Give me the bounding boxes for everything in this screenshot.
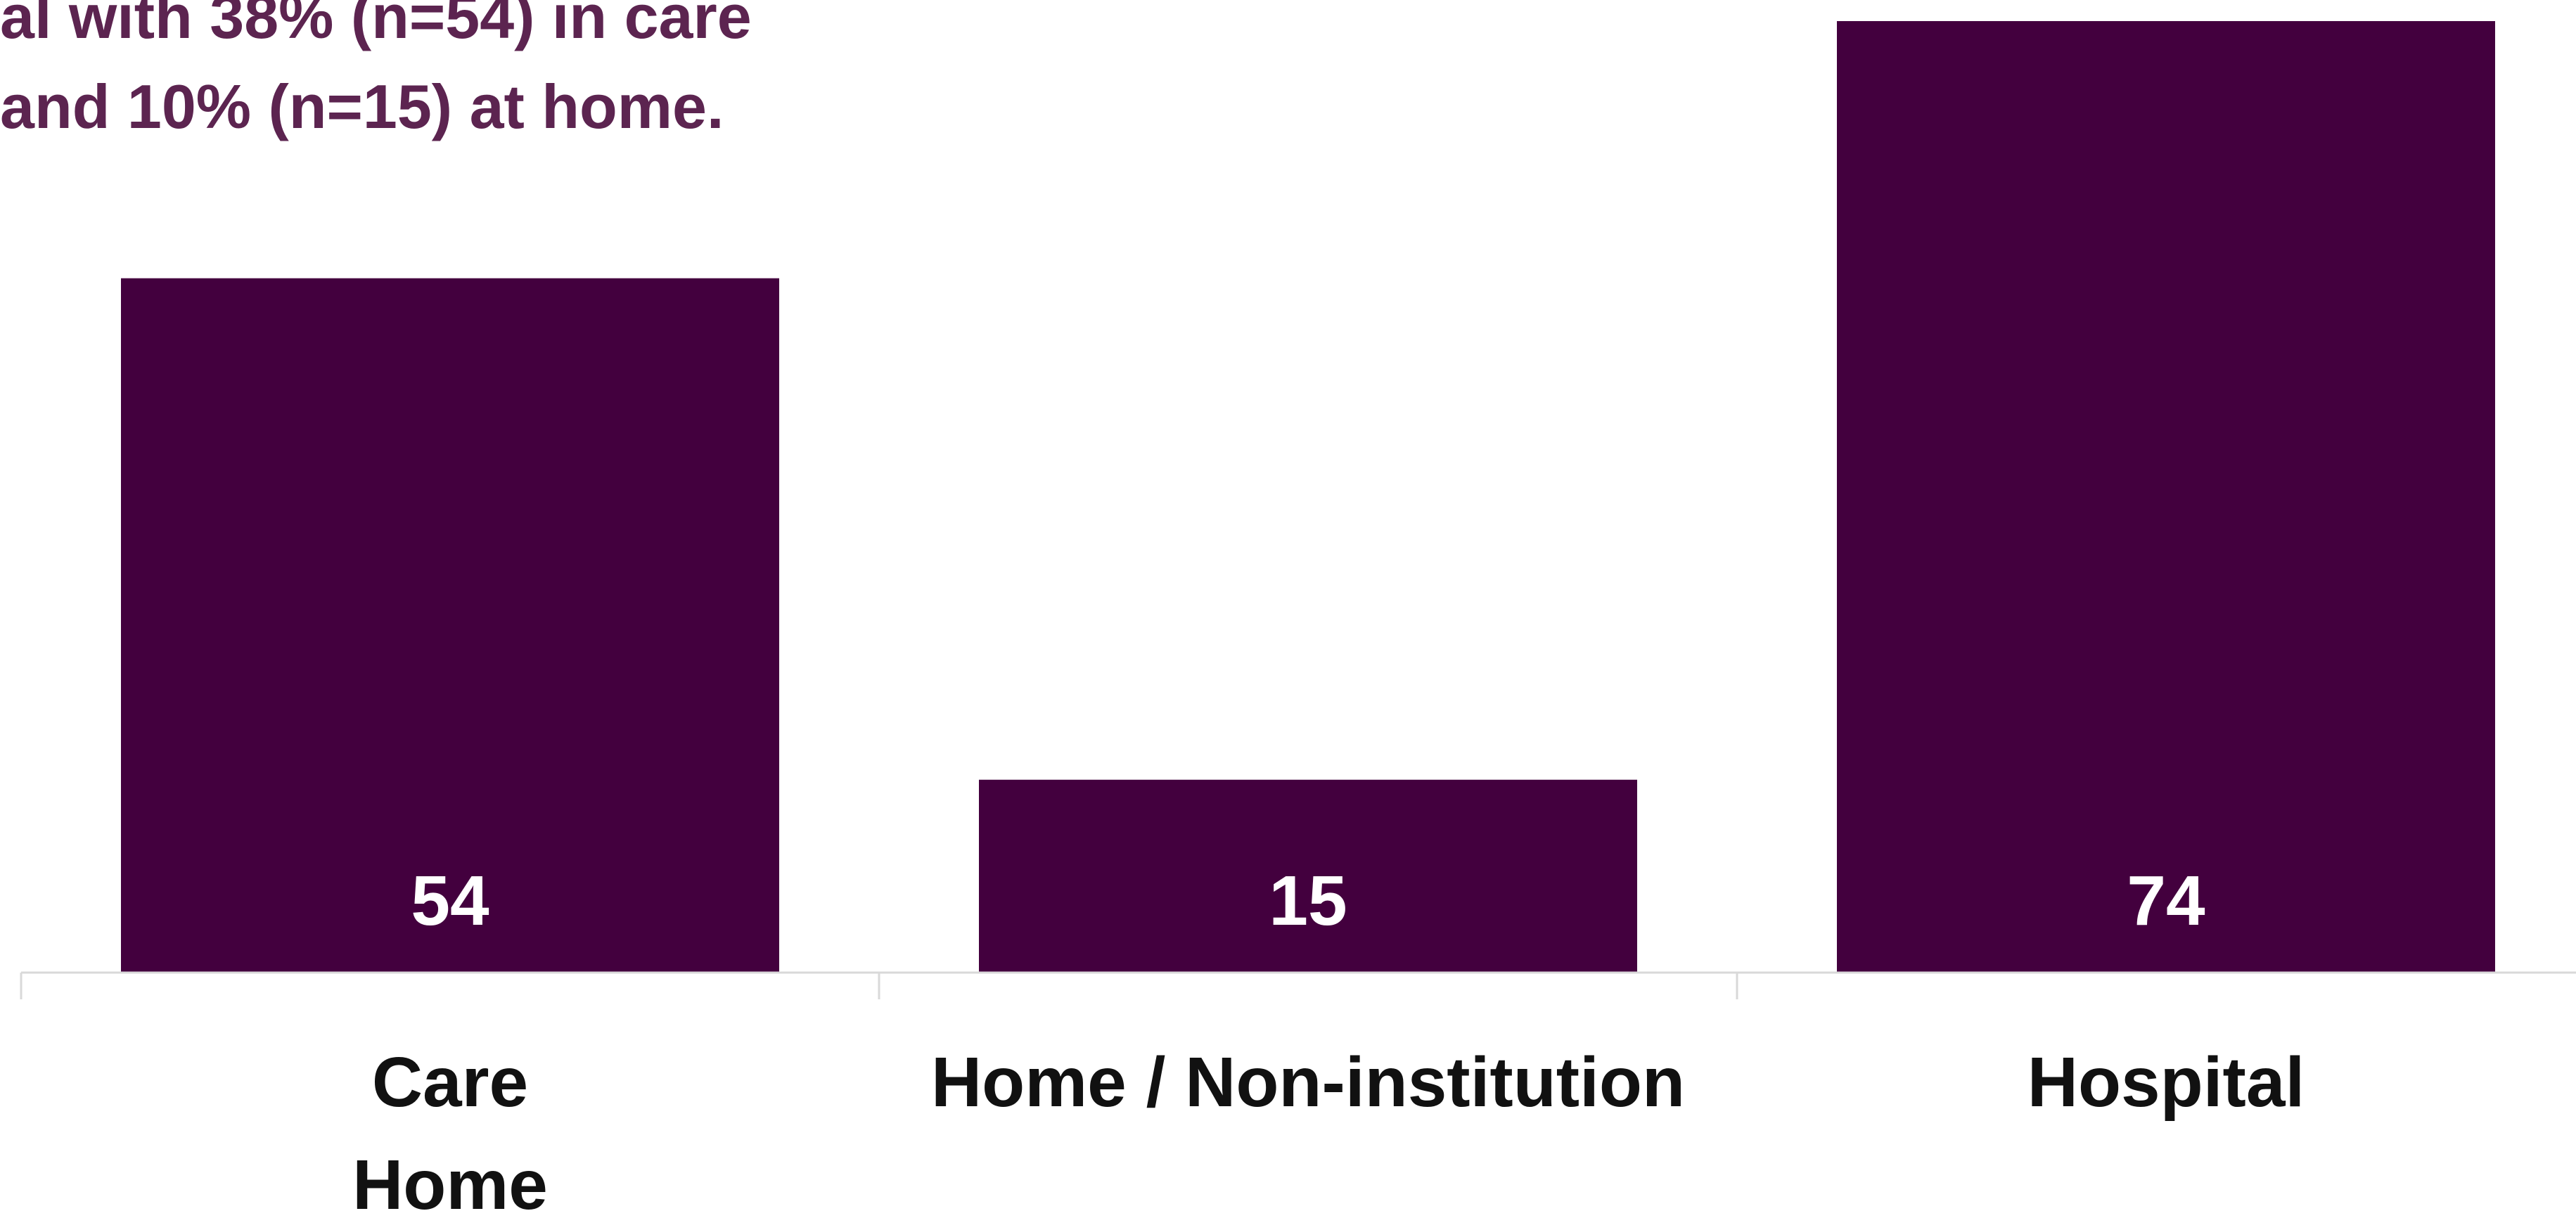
category-label-3: Hospital xyxy=(2027,1043,2305,1122)
bar-3 xyxy=(1837,21,2495,973)
data-label-1: 54 xyxy=(411,861,489,940)
x-axis xyxy=(20,971,2576,999)
labels-group: 54 Care Home 15 Home / Non-institution 74 Hosp… xyxy=(352,861,2305,1211)
headline-text: al with 38% (n=54) in care and 10% (n=15… xyxy=(0,0,879,152)
data-label-2: 15 xyxy=(1269,861,1347,940)
category-label-2: Home / Non-institution xyxy=(931,1043,1685,1122)
headline-line-1: al with 38% (n=54) in care xyxy=(0,0,752,51)
headline-line-2: and 10% (n=15) at home. xyxy=(0,72,724,141)
data-label-3: 74 xyxy=(2127,861,2205,940)
category-label-1: Care Home xyxy=(352,1043,548,1211)
bar-1 xyxy=(121,278,779,973)
bars-group xyxy=(121,21,2495,973)
bar-2 xyxy=(979,779,1637,973)
